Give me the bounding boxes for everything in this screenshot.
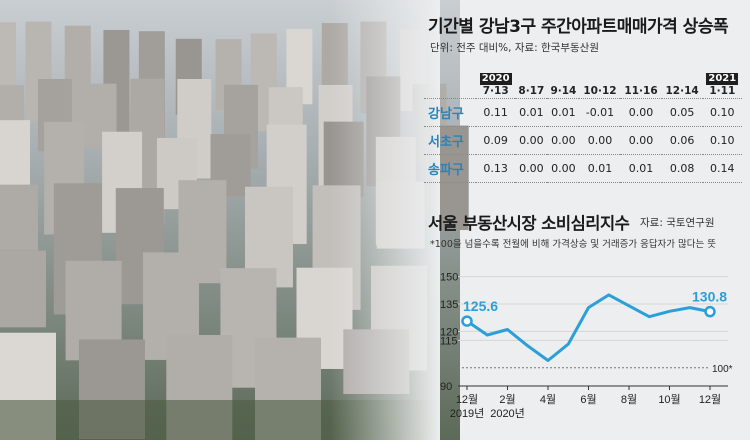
x-year-label: 2020년	[490, 407, 525, 420]
x-year-label: 2019년	[450, 407, 485, 420]
date-label: 8·17	[518, 85, 545, 97]
x-tick-label: 10월	[658, 393, 680, 406]
table-cell: 0.00	[620, 98, 662, 127]
table-title: 기간별 강남3구 주간아파트매매가격 상승폭	[428, 17, 729, 37]
chart-title: 서울 부동산시장 소비심리지수	[428, 214, 630, 233]
column-header: 8·17	[515, 64, 547, 99]
x-tick-label: 4월	[540, 393, 556, 406]
table-cell: 0.00	[515, 126, 548, 155]
column-header: 12·14	[662, 64, 703, 99]
x-tick-label: 12월	[456, 393, 478, 406]
table-row: 서초구 0.09 0.00 0.00 0.00 0.00 0.06 0.10	[424, 126, 742, 155]
table-cell: 0.01	[579, 154, 621, 183]
column-header: 11·16	[620, 64, 661, 99]
x-tick-label: 6월	[580, 393, 596, 406]
data-point	[704, 305, 716, 318]
table-cell: 0.10	[702, 126, 742, 155]
table-unit-note: 단위: 전주 대비%, 자료: 한국부동산원	[430, 42, 599, 54]
date-label: 1·11	[709, 85, 736, 97]
date-label: 12·14	[665, 85, 699, 97]
table-cell: 0.05	[661, 98, 703, 127]
column-header: 10·12	[579, 64, 620, 99]
series-line	[466, 293, 711, 362]
chart-source: 자료: 국토연구원	[640, 217, 715, 229]
x-tick-label: 12월	[699, 393, 721, 406]
chart-note: *100을 넘을수록 전월에 비해 가격상승 및 거래증가 응답자가 많다는 뜻	[430, 239, 717, 250]
table-cell: 0.00	[547, 154, 580, 183]
table-cell: 0.00	[547, 126, 580, 155]
date-label: 11·16	[624, 85, 658, 97]
district-name: 강남구	[424, 98, 476, 127]
y-tick-label: 150	[440, 272, 458, 284]
data-label: 125.6	[463, 298, 498, 314]
date-label: 10·12	[583, 85, 617, 97]
district-name: 송파구	[424, 154, 476, 183]
apartment-building	[0, 250, 46, 328]
table-cell: 0.08	[661, 154, 703, 183]
year-badge: 2020	[479, 73, 512, 85]
table-cell: 0.06	[661, 126, 703, 155]
table-cell: 0.13	[476, 154, 516, 183]
table-row: 송파구 0.13 0.00 0.00 0.01 0.01 0.08 0.14	[424, 154, 742, 183]
table-cell: 0.01	[620, 154, 662, 183]
table-header-row: 2020 7·13 8·17 9·14 10·12 11·16 12·14 202…	[424, 64, 742, 99]
table-cell: 0.00	[579, 126, 621, 155]
table-cell: 0.11	[476, 98, 516, 127]
corner-cell	[424, 64, 476, 99]
data-label: 130.8	[692, 289, 727, 305]
x-tick-label: 8월	[621, 393, 637, 406]
column-header: 9·14	[547, 64, 579, 99]
y-tick-label: 120	[440, 326, 458, 338]
table-cell: 0.01	[515, 98, 548, 127]
y-tick-label: 90	[440, 381, 452, 393]
x-tick-label: 2월	[499, 393, 515, 406]
table-cell: 0.14	[702, 154, 742, 183]
table-cell: 0.10	[702, 98, 742, 127]
table-cell: 0.00	[620, 126, 662, 155]
district-name: 서초구	[424, 126, 476, 155]
table-cell: 0.01	[547, 98, 580, 127]
date-label: 7·13	[482, 85, 509, 97]
table-cell: 0.00	[515, 154, 548, 183]
y-tick-label: 135	[440, 299, 458, 311]
column-header: 2021 1·11	[703, 64, 742, 99]
date-label: 9·14	[550, 85, 577, 97]
data-point	[461, 315, 473, 327]
table-cell: -0.01	[579, 98, 621, 127]
reference-label: 100*	[712, 364, 733, 375]
price-change-table: 2020 7·13 8·17 9·14 10·12 11·16 12·14 202…	[424, 64, 742, 183]
column-header: 2020 7·13	[476, 64, 515, 99]
year-badge: 2021	[706, 73, 739, 85]
table-cell: 0.09	[476, 126, 516, 155]
apartment-building	[0, 184, 38, 251]
y-tick-label: 115	[440, 335, 458, 347]
table-row: 강남구 0.11 0.01 0.01 -0.01 0.00 0.05 0.10	[424, 98, 742, 127]
